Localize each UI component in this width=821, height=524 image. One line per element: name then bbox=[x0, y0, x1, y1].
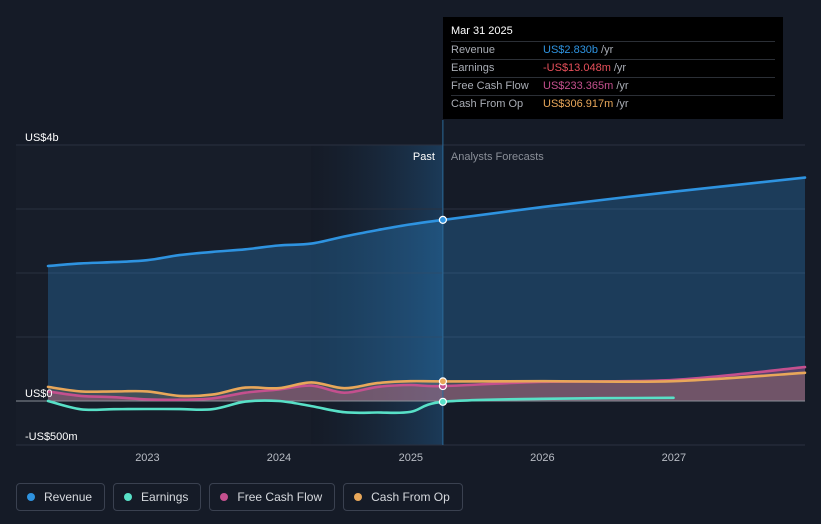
tooltip-unit: /yr bbox=[601, 44, 614, 56]
tooltip-label: Cash From Op bbox=[451, 98, 524, 110]
legend-item-earnings[interactable]: Earnings bbox=[113, 483, 202, 511]
x-tick-label: 2027 bbox=[662, 452, 686, 464]
tooltip-unit: /yr bbox=[613, 62, 627, 74]
y-tick-label: US$4b bbox=[25, 132, 59, 144]
tooltip-unit: /yr bbox=[616, 80, 629, 92]
tooltip-row-earnings: Earnings -US$13.048m /yr bbox=[451, 59, 775, 77]
line-cash-from-op bbox=[46, 371, 807, 398]
legend-item-revenue[interactable]: Revenue bbox=[16, 483, 106, 511]
legend: Revenue Earnings Free Cash Flow Cash Fro… bbox=[16, 483, 463, 511]
y-tick-label: US$0 bbox=[25, 388, 53, 400]
tooltip-value: -US$13.048m bbox=[543, 62, 611, 74]
marker-cash-from-op bbox=[438, 377, 447, 386]
tooltip-row-revenue: Revenue US$2.830b /yr bbox=[451, 41, 775, 59]
marker-revenue bbox=[438, 215, 447, 224]
legend-dot-icon bbox=[220, 493, 229, 501]
tooltip-value: US$2.830b bbox=[543, 44, 599, 56]
tooltip-value: US$306.917m bbox=[543, 98, 614, 110]
legend-label: Cash From Op bbox=[371, 490, 450, 504]
x-tick-label: 2023 bbox=[135, 452, 159, 464]
tooltip-row-cash-from-op: Cash From Op US$306.917m /yr bbox=[451, 95, 775, 113]
x-tick-label: 2026 bbox=[530, 452, 554, 464]
x-axis-labels: 2023 2024 2025 2026 2027 bbox=[135, 452, 686, 464]
legend-dot-icon bbox=[27, 493, 35, 501]
marker-earnings bbox=[438, 397, 447, 406]
forecast-label: Analysts Forecasts bbox=[451, 151, 544, 163]
tooltip: Mar 31 2025 Revenue US$2.830b /yr Earnin… bbox=[443, 17, 783, 119]
legend-dot-icon bbox=[124, 493, 133, 501]
tooltip-label: Revenue bbox=[451, 44, 496, 56]
y-axis-labels: US$4b US$0 -US$500m bbox=[25, 132, 78, 443]
area-revenue bbox=[48, 177, 805, 401]
y-tick-label: -US$500m bbox=[25, 431, 78, 443]
tooltip-label: Free Cash Flow bbox=[451, 80, 529, 92]
legend-label: Earnings bbox=[141, 490, 189, 504]
legend-item-cash-from-op[interactable]: Cash From Op bbox=[343, 483, 463, 511]
gridlines bbox=[16, 144, 805, 446]
legend-dot-icon bbox=[354, 493, 363, 501]
tooltip-label: Earnings bbox=[451, 62, 495, 74]
tooltip-unit: /yr bbox=[616, 98, 629, 110]
legend-label: Revenue bbox=[44, 490, 93, 504]
tooltip-row-free-cash-flow: Free Cash Flow US$233.365m /yr bbox=[451, 77, 775, 95]
x-tick-label: 2024 bbox=[267, 452, 291, 464]
area-free-cash-flow bbox=[48, 367, 805, 401]
x-tick-label: 2025 bbox=[399, 452, 423, 464]
past-region-highlight bbox=[311, 145, 443, 445]
tooltip-value: US$233.365m bbox=[543, 80, 614, 92]
tooltip-date: Mar 31 2025 bbox=[451, 25, 513, 37]
series-lines bbox=[46, 176, 807, 415]
legend-label: Free Cash Flow bbox=[237, 490, 323, 504]
tooltip-markers bbox=[438, 215, 447, 406]
legend-item-free-cash-flow[interactable]: Free Cash Flow bbox=[209, 483, 336, 511]
past-label: Past bbox=[413, 151, 435, 163]
line-earnings bbox=[46, 396, 675, 415]
line-revenue bbox=[46, 176, 807, 268]
